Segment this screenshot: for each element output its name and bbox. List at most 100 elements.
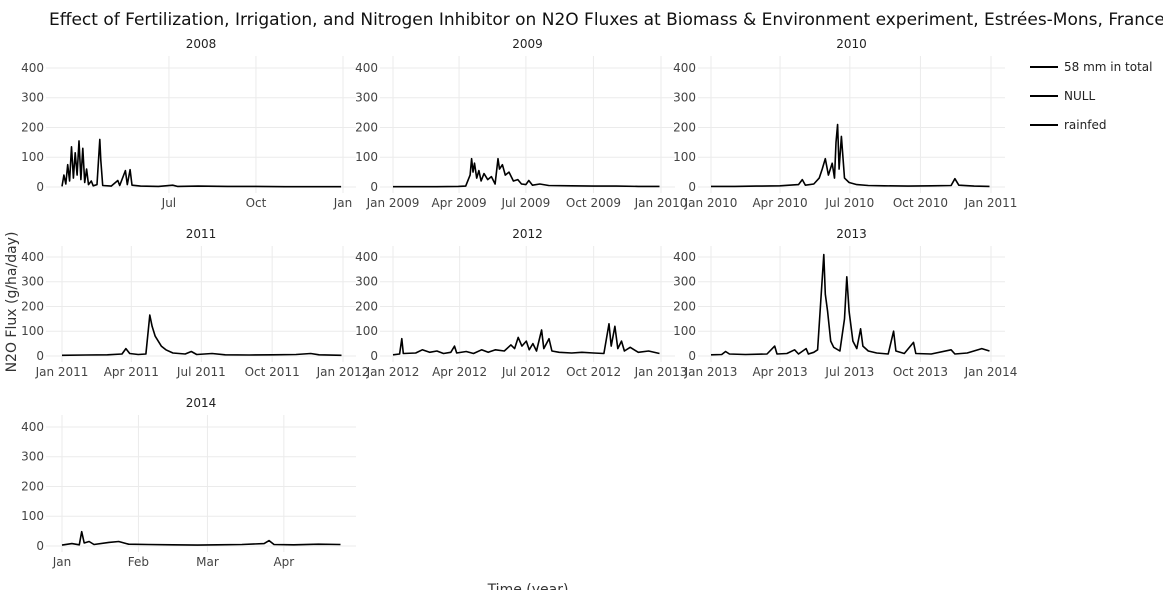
y-tick-label: 0 [688,349,696,363]
x-tick-label: Jan [333,196,353,210]
y-tick-label: 200 [673,120,696,134]
y-tick-label: 100 [21,324,44,338]
y-tick-label: 0 [36,349,44,363]
y-tick-label: 400 [673,61,696,75]
x-tick-label: Jan 2012 [316,365,370,379]
x-tick-label: Oct 2009 [566,196,621,210]
series-line-rainfed [393,157,660,188]
legend-label: 58 mm in total [1064,60,1152,74]
x-tick-label: Feb [128,555,149,569]
legend-label: NULL [1064,89,1095,103]
y-tick-label: 100 [673,150,696,164]
y-tick-label: 0 [370,349,378,363]
panel-title: 2008 [186,37,217,51]
x-tick-label: Oct [246,196,267,210]
series-line-rainfed [392,323,660,356]
facet-panels: 0 100 200 300 400 Jul Oct Jan 2008 0 100 200 300 400 J… [21,37,1017,569]
x-tick-label: Apr 2013 [752,365,807,379]
x-tick-label: Jan 2010 [684,196,738,210]
y-tick-label: 100 [21,509,44,523]
panel-2012: 0 100 200 300 400 Jan 2012 Apr 2012 Jul 2012 Oct… [355,227,687,379]
panel-title: 2010 [836,37,867,51]
series-line-rainfed [61,314,342,357]
x-tick-label: Jul 2009 [500,196,550,210]
y-tick-label: 200 [21,299,44,313]
series-line-rainfed [61,530,341,546]
y-tick-label: 100 [21,150,44,164]
panel-title: 2013 [836,227,867,241]
y-tick-label: 300 [355,275,378,289]
panel-2009: 0 100 200 300 400 Jan 2009 Apr 2009 Jul 2009 Oct… [355,37,687,210]
x-tick-label: Jan 2010 [634,196,688,210]
legend[interactable]: 58 mm in total NULL rainfed [1030,60,1152,132]
y-tick-label: 100 [355,324,378,338]
series-line-rainfed [710,253,990,356]
panel-title: 2009 [512,37,543,51]
y-tick-label: 200 [673,299,696,313]
y-tick-label: 0 [36,180,44,194]
x-tick-label: Apr 2009 [432,196,487,210]
x-tick-label: Jan [52,555,72,569]
x-tick-label: Oct 2013 [893,365,948,379]
x-tick-label: Jan 2009 [366,196,420,210]
panel-2011: 0 100 200 300 400 Jan 2011 Apr 2011 Jul 2011 Oct… [21,227,369,379]
x-tick-label: Jan 2011 [964,196,1018,210]
y-tick-label: 400 [355,61,378,75]
x-tick-label: Apr [273,555,294,569]
panel-title: 2011 [186,227,217,241]
y-tick-label: 400 [673,250,696,264]
y-tick-label: 0 [36,539,44,553]
y-tick-label: 300 [673,275,696,289]
x-tick-label: Jul [161,196,176,210]
panel-title: 2012 [512,227,543,241]
x-tick-label: Apr 2012 [432,365,487,379]
x-tick-label: Mar [196,555,219,569]
y-tick-label: 0 [370,180,378,194]
legend-item[interactable]: NULL [1030,89,1095,103]
panel-2014: 0 100 200 300 400 Jan Feb Mar Apr 2014 [21,396,356,569]
x-tick-label: Oct 2010 [893,196,948,210]
panel-2008: 0 100 200 300 400 Jul Oct Jan 2008 [21,37,356,210]
legend-label: rainfed [1064,118,1106,132]
y-tick-label: 400 [21,250,44,264]
x-tick-label: Apr 2011 [104,365,159,379]
y-tick-label: 300 [21,450,44,464]
series-line-rainfed [711,123,990,188]
legend-item[interactable]: rainfed [1030,118,1106,132]
y-tick-label: 200 [355,299,378,313]
x-tick-label: Jul 2010 [824,196,874,210]
chart-title: Effect of Fertilization, Irrigation, and… [49,10,1163,30]
y-tick-label: 400 [21,61,44,75]
y-tick-label: 200 [21,120,44,134]
y-tick-label: 100 [355,150,378,164]
x-tick-label: Jan 2013 [634,365,688,379]
x-tick-label: Jul 2012 [501,365,551,379]
x-tick-label: Jan 2014 [964,365,1018,379]
x-tick-label: Jul 2013 [824,365,874,379]
x-tick-label: Jan 2012 [366,365,420,379]
x-tick-label: Oct 2012 [566,365,621,379]
x-tick-label: Jul 2011 [176,365,226,379]
y-tick-label: 100 [673,324,696,338]
panel-2013: 0 100 200 300 400 Jan 2013 Apr 2013 Jul 2013 Oct… [673,227,1017,379]
x-tick-label: Oct 2011 [245,365,300,379]
legend-item[interactable]: 58 mm in total [1030,60,1152,74]
y-tick-label: 400 [355,250,378,264]
x-tick-label: Jan 2011 [35,365,89,379]
series-line-rainfed [61,138,342,188]
y-tick-label: 400 [21,420,44,434]
y-tick-label: 200 [355,120,378,134]
panel-title: 2014 [186,396,217,410]
x-axis-label: Time (year) [487,582,569,590]
x-tick-label: Apr 2010 [752,196,807,210]
panel-2010: 0 100 200 300 400 Jan 2010 Apr 2010 Jul 2010 Oct… [673,37,1017,210]
y-tick-label: 300 [21,91,44,105]
y-tick-label: 200 [21,479,44,493]
y-tick-label: 300 [355,91,378,105]
y-axis-label: N2O Flux (g/ha/day) [4,232,20,373]
x-tick-label: Jan 2013 [684,365,738,379]
y-tick-label: 0 [688,180,696,194]
y-tick-label: 300 [673,91,696,105]
y-tick-label: 300 [21,275,44,289]
